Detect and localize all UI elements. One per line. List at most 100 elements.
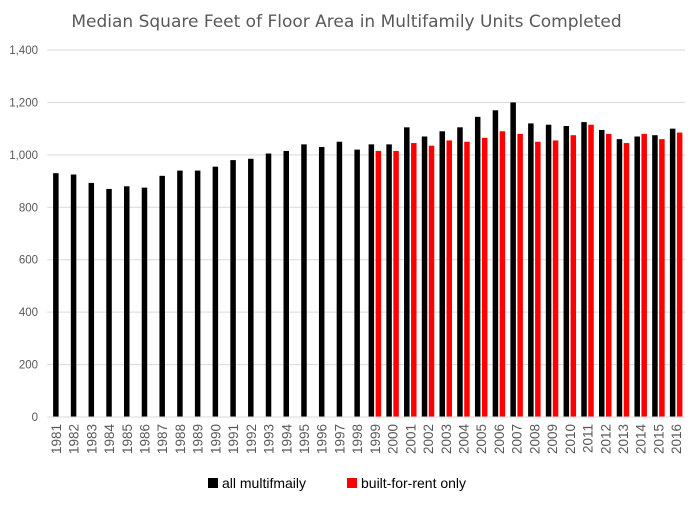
x-tick-label: 2014 bbox=[634, 424, 649, 455]
x-tick-label: 1984 bbox=[102, 424, 117, 455]
bar-all-multifamily bbox=[581, 122, 587, 417]
y-tick-label: 200 bbox=[19, 360, 38, 372]
bar-all-multifamily bbox=[368, 144, 375, 417]
x-tick-label: 1992 bbox=[244, 424, 259, 454]
bar-built-for-rent bbox=[641, 133, 647, 417]
bar-all-multifamily bbox=[652, 135, 658, 418]
bar-all-multifamily bbox=[599, 129, 605, 418]
bar-all-multifamily bbox=[159, 175, 165, 417]
x-tick-label: 1989 bbox=[191, 424, 206, 454]
x-tick-label: 2008 bbox=[527, 424, 542, 454]
bar-all-multifamily bbox=[248, 158, 254, 417]
bar-all-multifamily bbox=[177, 170, 183, 417]
bar-all-multifamily bbox=[616, 139, 623, 417]
x-tick-label: 1982 bbox=[67, 424, 82, 454]
bar-all-multifamily bbox=[439, 131, 445, 417]
x-tick-label: 1981 bbox=[49, 424, 64, 454]
bar-all-multifamily bbox=[386, 144, 392, 417]
bar-built-for-rent bbox=[535, 141, 541, 417]
y-tick-label: 1,200 bbox=[9, 97, 38, 109]
legend-swatch bbox=[347, 478, 357, 488]
x-tick-label: 2007 bbox=[510, 424, 525, 454]
bar-built-for-rent bbox=[606, 133, 612, 417]
bar-built-for-rent bbox=[517, 133, 523, 417]
x-tick-label: 1997 bbox=[332, 424, 347, 454]
bar-built-for-rent bbox=[499, 131, 506, 417]
chart-title: Median Square Feet of Floor Area in Mult… bbox=[71, 12, 622, 32]
x-tick-label: 2004 bbox=[456, 424, 471, 455]
bar-all-multifamily bbox=[88, 182, 95, 417]
x-tick-label: 1998 bbox=[350, 424, 365, 454]
bar-all-multifamily bbox=[474, 116, 481, 417]
y-tick-label: 1,000 bbox=[9, 150, 38, 162]
x-tick-label: 2010 bbox=[563, 424, 578, 454]
bar-built-for-rent bbox=[481, 137, 488, 417]
bar-all-multifamily bbox=[492, 110, 499, 418]
x-tick-label: 1999 bbox=[368, 424, 383, 454]
bar-all-multifamily bbox=[53, 173, 59, 417]
bar-built-for-rent bbox=[428, 145, 435, 418]
bar-all-multifamily bbox=[563, 126, 570, 418]
x-tick-label: 2016 bbox=[669, 424, 684, 454]
bar-all-multifamily bbox=[634, 136, 640, 417]
bar-all-multifamily bbox=[336, 141, 343, 417]
x-tick-label: 2013 bbox=[616, 424, 631, 454]
x-tick-label: 1990 bbox=[208, 424, 223, 454]
bar-built-for-rent bbox=[446, 140, 452, 418]
bar-all-multifamily bbox=[457, 127, 463, 417]
bar-all-multifamily bbox=[212, 166, 219, 417]
x-tick-label: 2009 bbox=[545, 424, 560, 454]
bar-built-for-rent bbox=[570, 135, 577, 418]
bar-all-multifamily bbox=[70, 174, 77, 417]
x-tick-label: 2012 bbox=[598, 424, 613, 454]
bar-built-for-rent bbox=[623, 143, 630, 417]
bar-all-multifamily bbox=[404, 127, 410, 417]
bar-built-for-rent bbox=[552, 140, 559, 418]
x-tick-label: 1995 bbox=[297, 424, 312, 454]
bar-all-multifamily bbox=[669, 128, 676, 417]
x-tick-label: 2002 bbox=[421, 424, 436, 454]
x-tick-label: 2015 bbox=[651, 424, 666, 454]
x-tick-label: 1993 bbox=[262, 424, 277, 454]
x-tick-label: 2001 bbox=[403, 424, 418, 454]
bar-all-multifamily bbox=[318, 146, 325, 417]
bar-all-multifamily bbox=[124, 186, 130, 417]
bar-built-for-rent bbox=[588, 124, 594, 417]
bar-all-multifamily bbox=[421, 136, 428, 417]
x-tick-label: 1991 bbox=[226, 424, 241, 454]
legend-label: all multifmaily bbox=[222, 475, 306, 491]
bar-built-for-rent bbox=[659, 139, 665, 417]
y-tick-label: 0 bbox=[32, 412, 38, 424]
bar-built-for-rent bbox=[464, 141, 470, 417]
y-tick-label: 400 bbox=[19, 307, 38, 319]
bar-built-for-rent bbox=[375, 150, 382, 418]
bar-all-multifamily bbox=[194, 170, 201, 417]
bar-all-multifamily bbox=[301, 144, 307, 417]
x-tick-label: 1983 bbox=[84, 424, 99, 454]
x-tick-label: 1996 bbox=[315, 424, 330, 454]
x-tick-label: 1994 bbox=[279, 424, 294, 455]
x-tick-label: 1985 bbox=[120, 424, 135, 454]
legend-swatch bbox=[208, 478, 218, 488]
y-tick-label: 600 bbox=[19, 255, 38, 267]
x-tick-label: 2005 bbox=[474, 424, 489, 454]
bar-built-for-rent bbox=[411, 143, 417, 417]
x-tick-label: 2006 bbox=[492, 424, 507, 454]
bar-all-multifamily bbox=[510, 102, 516, 417]
legend-label: built-for-rent only bbox=[361, 475, 466, 491]
y-tick-label: 800 bbox=[19, 202, 38, 214]
bar-all-multifamily bbox=[283, 150, 289, 418]
bar-all-multifamily bbox=[354, 149, 360, 417]
x-tick-label: 1986 bbox=[137, 424, 152, 454]
bar-all-multifamily bbox=[528, 123, 534, 418]
bar-all-multifamily bbox=[545, 124, 552, 417]
x-tick-label: 2003 bbox=[439, 424, 454, 454]
bar-built-for-rent bbox=[393, 150, 399, 418]
bar-all-multifamily bbox=[106, 188, 112, 417]
x-tick-label: 1987 bbox=[155, 424, 170, 454]
bar-all-multifamily bbox=[230, 160, 236, 417]
y-tick-label: 1,400 bbox=[9, 45, 38, 57]
x-tick-label: 2011 bbox=[581, 424, 596, 453]
